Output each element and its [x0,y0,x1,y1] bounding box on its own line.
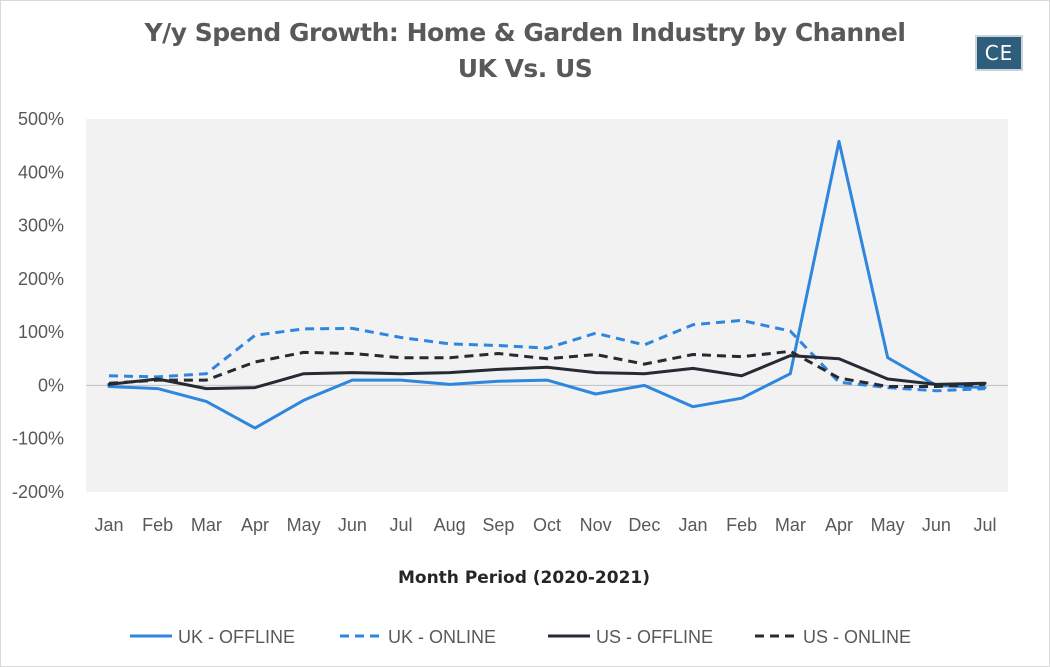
legend-label-uk-online: UK - ONLINE [388,627,496,647]
x-tick-label: May [871,515,905,535]
x-tick-label: Mar [775,515,806,535]
chart-title-line2: UK Vs. US [457,54,593,83]
chart-title-line1: Y/y Spend Growth: Home & Garden Industry… [144,18,906,47]
series-line-uk-online [108,318,986,393]
series-line-uk-offline [107,139,987,430]
legend-label-us-online: US - ONLINE [803,627,911,647]
y-tick-label: 400% [18,162,64,182]
y-tick-label: -100% [12,429,64,449]
legend: UK - OFFLINE UK - ONLINE US - OFFLINE US - … [130,627,911,647]
x-tick-label: Sep [482,515,514,535]
y-tick-label: 200% [18,269,64,289]
legend-label-uk-offline: UK - OFFLINE [178,627,295,647]
x-axis-title: Month Period (2020-2021) [398,568,650,588]
x-tick-label: Jan [678,515,707,535]
series-line-us-online [108,349,986,388]
legend-label-us-offline: US - OFFLINE [596,627,713,647]
y-tick-label: 500% [18,109,64,129]
y-tick-label: 0% [38,375,64,395]
plot-area [86,119,1008,492]
y-tick-label: 300% [18,216,64,236]
x-tick-label: Apr [241,515,269,535]
ce-logo: CE [975,35,1023,71]
x-tick-label: Jun [922,515,951,535]
x-tick-label: May [287,515,321,535]
x-tick-label: Apr [825,515,853,535]
series-line-us-offline [107,354,987,391]
y-tick-label: 100% [18,322,64,342]
x-tick-label: Nov [580,515,612,535]
x-tick-label: Feb [726,515,757,535]
x-tick-label: Jul [973,515,996,535]
x-tick-label: Mar [191,515,222,535]
x-tick-label: Dec [628,515,660,535]
series-lines [107,139,987,430]
x-tick-label: Aug [434,515,466,535]
x-tick-label: Jun [338,515,367,535]
y-tick-label: -200% [12,482,64,502]
x-axis-ticks: Jan Feb Mar Apr May Jun Jul Aug Sep Oct Nov Dec Jan F… [94,515,996,535]
x-tick-label: Jan [94,515,123,535]
x-tick-label: Jul [389,515,412,535]
x-tick-label: Oct [533,515,561,535]
y-axis-ticks: -200% -100% 0% 100% 200% 300% 400% 500% [12,109,64,502]
x-tick-label: Feb [142,515,173,535]
